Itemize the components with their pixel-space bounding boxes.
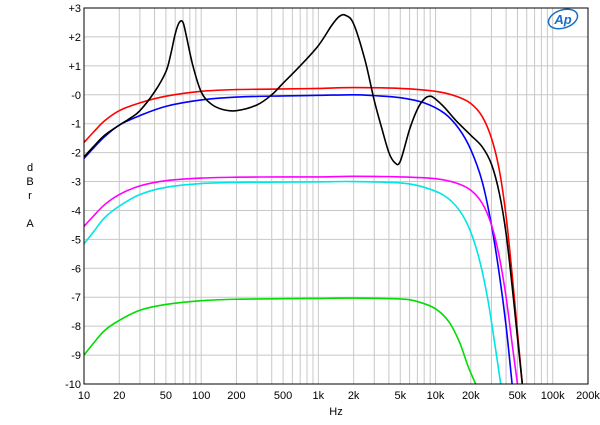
chart-grid [84, 7, 588, 385]
y-tick-label: +1 [68, 61, 81, 73]
series-line-2 [83, 93, 513, 385]
series-line-5 [83, 180, 502, 385]
y-tick-label: -3 [71, 177, 81, 189]
series-line-3 [83, 13, 524, 385]
y-axis-label-char: A [26, 218, 34, 230]
x-tick-label: 2k [348, 390, 360, 402]
y-axis-label-char: B [26, 176, 33, 188]
y-tick-label: -0 [71, 90, 81, 102]
chart-series-group [83, 13, 524, 385]
x-tick-label: 10k [427, 390, 445, 402]
x-tick-label: 10 [78, 390, 90, 402]
x-tick-label: 20k [462, 390, 480, 402]
x-tick-labels: 10 20 50 100 200 500 1k 2k 5k 10k 20k 50k 100k 200k [78, 390, 600, 402]
x-tick-label: 200 [227, 390, 245, 402]
y-tick-label: -2 [71, 148, 81, 160]
series-line-1 [83, 86, 524, 385]
y-axis-label: dBr A [26, 162, 34, 230]
y-tick-label: -7 [71, 292, 81, 304]
y-tick-label: -1 [71, 119, 81, 131]
x-tick-label: 500 [274, 390, 292, 402]
y-tick-label: -5 [71, 234, 81, 246]
y-tick-label: -9 [71, 350, 81, 362]
x-tick-label: 50 [160, 390, 172, 402]
x-tick-label: 100 [192, 390, 210, 402]
y-tick-label: +2 [68, 32, 81, 44]
y-tick-label: -4 [71, 205, 81, 217]
x-tick-label: 100k [541, 390, 565, 402]
y-axis-label-char: d [27, 162, 33, 174]
ap-logo: Ap [547, 8, 579, 30]
y-tick-label: -6 [71, 263, 81, 275]
x-tick-label: 200k [576, 390, 600, 402]
x-tick-label: 50k [509, 390, 527, 402]
x-tick-label: 1k [313, 390, 325, 402]
series-line-4 [83, 175, 519, 385]
ap-logo-text: Ap [553, 12, 571, 27]
y-tick-label: +3 [68, 3, 81, 15]
y-tick-label: -8 [71, 321, 81, 333]
y-tick-labels: +3 +2 +1 -0 -1 -2 -3 -4 -5 -6 -7 -8 -9 -10 [65, 3, 81, 391]
x-tick-label: 20 [113, 390, 125, 402]
series-line-6 [83, 297, 477, 385]
x-tick-label: 5k [394, 390, 406, 402]
y-tick-label: -10 [65, 379, 81, 391]
y-axis-label-char: r [28, 190, 32, 202]
x-axis-label: Hz [329, 406, 342, 418]
plot-frame [83, 7, 589, 385]
